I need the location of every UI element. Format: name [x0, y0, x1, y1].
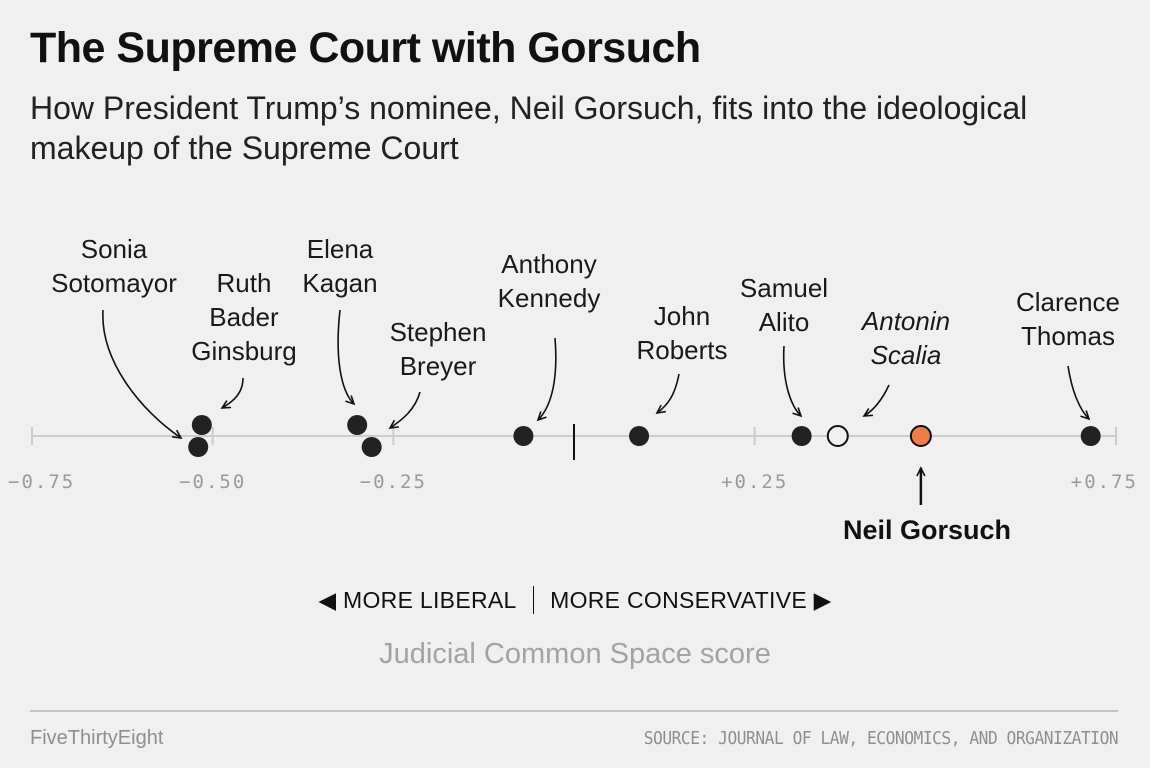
- direction-legend: ◀ MORE LIBERAL MORE CONSERVATIVE ▶: [0, 586, 1150, 614]
- antonin-scalia-label-line: Antonin: [860, 306, 950, 336]
- x-tick-label: −0.50: [179, 471, 246, 493]
- john-roberts-pointer-arrow: [655, 373, 680, 415]
- john-roberts-point: [629, 426, 650, 446]
- anthony-kennedy-pointer-arrow: [536, 337, 557, 422]
- anthony-kennedy-label-line: Anthony: [501, 249, 596, 279]
- sonia-sotomayor-label: Sonia Sotomayor: [51, 234, 177, 298]
- antonin-scalia-point: [826, 425, 849, 447]
- stephen-breyer-label-line: Stephen: [390, 317, 487, 347]
- ideology-chart: −0.75 −0.50 −0.25 +0.25 +0.75 Sonia Sotomayor R…: [8, 234, 1138, 545]
- elena-kagan-point: [347, 415, 368, 435]
- footer-rule: [30, 710, 1118, 712]
- samuel-alito-pointer-arrow: [782, 345, 803, 418]
- ruth-bader-ginsburg-label: Ruth Bader Ginsburg: [191, 268, 297, 366]
- x-axis-title: Judicial Common Space score: [379, 638, 771, 670]
- clarence-thomas-pointer-arrow: [1067, 365, 1091, 421]
- samuel-alito-point: [791, 426, 812, 446]
- clarence-thomas-label: Clarence Thomas: [1016, 287, 1120, 351]
- x-tick-label: −0.75: [8, 471, 75, 493]
- source-note: SOURCE: JOURNAL OF LAW, ECONOMICS, AND O…: [643, 728, 1119, 749]
- sonia-sotomayor-label-line: Sotomayor: [51, 268, 177, 298]
- anthony-kennedy-label: Anthony Kennedy: [498, 249, 601, 313]
- stephen-breyer-pointer-arrow: [388, 391, 421, 429]
- clarence-thomas-point: [1080, 426, 1101, 446]
- anthony-kennedy-point: [513, 426, 534, 446]
- elena-kagan-label: Elena Kagan: [302, 234, 377, 298]
- antonin-scalia-label: Antonin Scalia: [860, 306, 950, 370]
- more-liberal-label: ◀ MORE LIBERAL: [318, 587, 517, 613]
- samuel-alito-label-line: Samuel: [740, 273, 828, 303]
- clarence-thomas-label-line: Clarence: [1016, 287, 1120, 317]
- neil-gorsuch-label: Neil Gorsuch: [843, 515, 1011, 545]
- x-tick-label: +0.75: [1071, 471, 1138, 493]
- x-tick-label: +0.25: [721, 471, 788, 493]
- sonia-sotomayor-pointer-arrow: [102, 309, 183, 440]
- x-tick-label: −0.25: [360, 471, 427, 493]
- samuel-alito-label: Samuel Alito: [740, 273, 828, 337]
- john-roberts-label: John Roberts: [636, 301, 727, 365]
- john-roberts-label-line: John: [654, 301, 710, 331]
- ruth-bader-ginsburg-point: [191, 415, 212, 435]
- more-conservative-label: MORE CONSERVATIVE ▶: [550, 587, 832, 613]
- sonia-sotomayor-label-line: Sonia: [81, 234, 148, 264]
- anthony-kennedy-label-line: Kennedy: [498, 283, 601, 313]
- page-subtitle: How President Trump’s nominee, Neil Gors…: [30, 90, 1028, 166]
- ruth-bader-ginsburg-label-line: Bader: [209, 302, 279, 332]
- stephen-breyer-point: [361, 437, 382, 457]
- stephen-breyer-label: Stephen Breyer: [390, 317, 487, 381]
- sonia-sotomayor-point: [188, 437, 209, 457]
- clarence-thomas-label-line: Thomas: [1021, 321, 1115, 351]
- john-roberts-label-line: Roberts: [636, 335, 727, 365]
- elena-kagan-label-line: Kagan: [302, 268, 377, 298]
- elena-kagan-pointer-arrow: [337, 309, 356, 406]
- stephen-breyer-label-line: Breyer: [400, 351, 477, 381]
- ruth-bader-ginsburg-label-line: Ruth: [217, 268, 272, 298]
- brand-name: FiveThirtyEight: [30, 727, 164, 749]
- antonin-scalia-pointer-arrow: [862, 384, 890, 417]
- ruth-bader-ginsburg-pointer-arrow: [220, 377, 244, 409]
- antonin-scalia-label-line: Scalia: [871, 340, 942, 370]
- samuel-alito-label-line: Alito: [759, 307, 810, 337]
- neil-gorsuch-point: [909, 425, 932, 447]
- direction-divider: [532, 586, 535, 614]
- elena-kagan-label-line: Elena: [307, 234, 374, 264]
- page-title: The Supreme Court with Gorsuch: [30, 24, 701, 72]
- ruth-bader-ginsburg-label-line: Ginsburg: [191, 336, 297, 366]
